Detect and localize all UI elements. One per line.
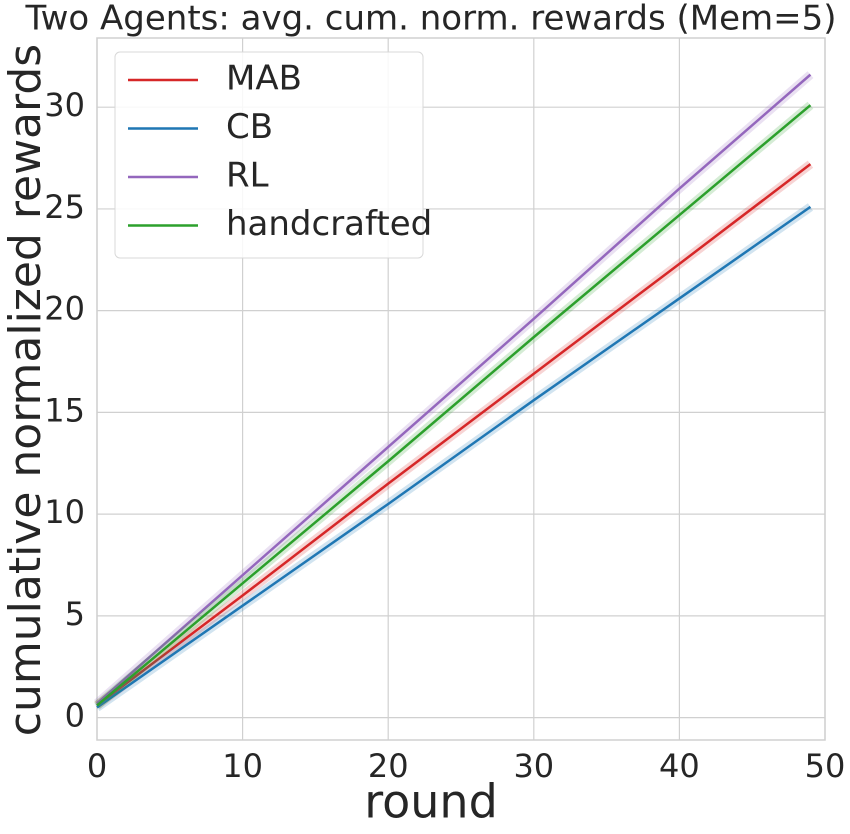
series-line	[96, 163, 812, 707]
plot-frame	[96, 37, 826, 741]
x-tick-label: 20	[368, 747, 409, 785]
x-axis-label: round	[364, 775, 498, 829]
chart-title: Two Agents: avg. cum. norm. rewards (Mem…	[24, 0, 836, 39]
x-tick-label: 50	[805, 747, 846, 785]
legend-label: CB	[226, 107, 273, 147]
y-tick-label: 25	[44, 188, 85, 226]
y-tick-label: 20	[44, 290, 85, 328]
legend-label: MAB	[226, 59, 302, 99]
series-line	[96, 205, 812, 709]
y-tick-label: 30	[44, 86, 85, 124]
y-tick-label: 15	[44, 391, 85, 429]
legend-label: RL	[226, 156, 269, 196]
y-tick-label: 10	[44, 493, 85, 531]
series-line	[96, 73, 812, 705]
y-axis-label: cumulative normalized rewards	[0, 44, 51, 736]
x-tick-label: 0	[87, 747, 107, 785]
legend-box	[114, 51, 424, 259]
x-tick-label: 40	[659, 747, 700, 785]
x-tick-label: 30	[513, 747, 554, 785]
series-line	[96, 104, 812, 707]
x-tick-label: 10	[222, 747, 263, 785]
legend-label: handcrafted	[226, 204, 432, 244]
y-tick-label: 0	[65, 697, 85, 735]
y-tick-label: 5	[65, 595, 85, 633]
